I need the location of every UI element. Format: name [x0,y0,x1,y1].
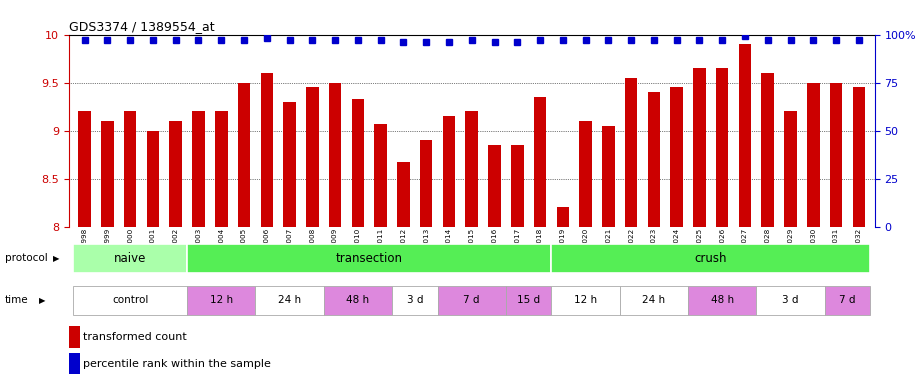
Bar [420,140,432,227]
Text: naive: naive [114,252,147,265]
Text: transformed count: transformed count [83,332,187,342]
Bar [534,97,546,227]
Bar [511,145,524,227]
Text: 12 h: 12 h [210,295,233,306]
Bar [824,286,870,315]
Bar [147,131,159,227]
Bar [260,73,273,227]
Bar [688,286,757,315]
Bar [442,116,455,227]
Bar [671,88,683,227]
Text: 24 h: 24 h [278,295,301,306]
Bar [757,286,824,315]
Bar [73,243,187,273]
Text: 15 d: 15 d [518,295,540,306]
Text: ▶: ▶ [53,253,60,263]
Bar [187,243,551,273]
Bar [557,207,569,227]
Bar [551,286,620,315]
Bar [602,126,615,227]
Bar [238,83,250,227]
Bar [215,111,227,227]
Text: 24 h: 24 h [642,295,665,306]
Bar [738,44,751,227]
Bar [398,162,409,227]
Text: GDS3374 / 1389554_at: GDS3374 / 1389554_at [69,20,214,33]
Bar [830,83,843,227]
Bar [79,111,91,227]
Text: percentile rank within the sample: percentile rank within the sample [83,359,271,369]
Text: transection: transection [336,252,403,265]
Bar [784,111,797,227]
Bar [283,102,296,227]
Text: control: control [112,295,148,306]
Bar [579,121,592,227]
Bar [488,145,501,227]
Bar [693,68,705,227]
Bar [465,111,478,227]
Text: 48 h: 48 h [711,295,734,306]
Text: crush: crush [694,252,727,265]
Bar [648,92,660,227]
Text: ▶: ▶ [39,296,46,305]
Text: 7 d: 7 d [463,295,480,306]
Text: 7 d: 7 d [839,295,856,306]
Bar [625,78,638,227]
Bar [807,83,820,227]
Text: 3 d: 3 d [782,295,799,306]
Bar [169,121,182,227]
Bar [73,286,187,315]
Bar [329,83,342,227]
Bar [716,68,728,227]
Bar [306,88,319,227]
Bar [256,286,323,315]
Bar [620,286,688,315]
Bar [323,286,392,315]
Bar [192,111,205,227]
Bar [187,286,256,315]
Bar [375,124,387,227]
Bar [352,99,365,227]
Bar [506,286,551,315]
Bar [124,111,136,227]
Bar [438,286,506,315]
Text: 3 d: 3 d [407,295,423,306]
Bar [551,243,870,273]
Bar [101,121,114,227]
Bar [392,286,438,315]
Bar [853,88,865,227]
Bar [761,73,774,227]
Text: 12 h: 12 h [574,295,597,306]
Text: 48 h: 48 h [346,295,369,306]
Text: protocol: protocol [5,253,48,263]
Text: time: time [5,295,28,305]
